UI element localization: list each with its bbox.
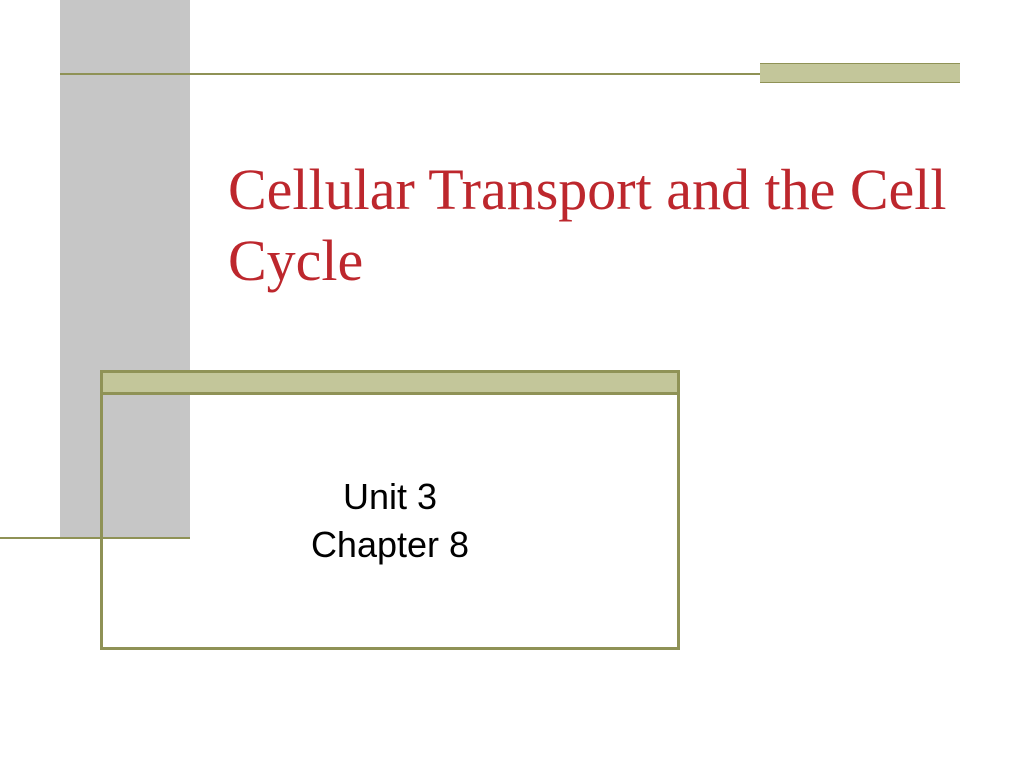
subtitle-content: Unit 3 Chapter 8	[103, 395, 677, 647]
subtitle-box: Unit 3 Chapter 8	[100, 370, 680, 650]
top-accent-bar	[760, 63, 960, 83]
subtitle-box-header-bar	[103, 373, 677, 395]
subtitle-line-1: Unit 3	[343, 476, 437, 518]
subtitle-line-2: Chapter 8	[311, 524, 469, 566]
slide-title: Cellular Transport and the Cell Cycle	[228, 155, 968, 297]
